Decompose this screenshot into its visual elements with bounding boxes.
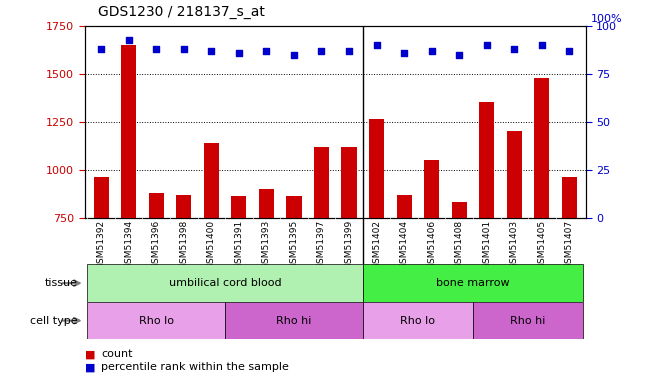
Text: GSM51407: GSM51407 bbox=[565, 220, 574, 269]
Bar bbox=[231, 196, 247, 217]
Point bbox=[426, 48, 437, 54]
Bar bbox=[479, 102, 494, 217]
Text: percentile rank within the sample: percentile rank within the sample bbox=[101, 363, 289, 372]
Text: GSM51391: GSM51391 bbox=[234, 220, 243, 269]
Point bbox=[234, 50, 244, 56]
Bar bbox=[342, 147, 357, 218]
Bar bbox=[314, 147, 329, 218]
Bar bbox=[204, 143, 219, 218]
Text: bone marrow: bone marrow bbox=[436, 278, 510, 288]
Text: ■: ■ bbox=[85, 350, 95, 359]
Point bbox=[96, 46, 106, 52]
Text: GSM51398: GSM51398 bbox=[179, 220, 188, 269]
Point bbox=[316, 48, 327, 54]
Point bbox=[344, 48, 354, 54]
Text: GSM51408: GSM51408 bbox=[454, 220, 464, 269]
Bar bbox=[259, 189, 274, 217]
Point bbox=[454, 52, 464, 58]
Bar bbox=[424, 160, 439, 218]
Point bbox=[509, 46, 519, 52]
Text: GSM51403: GSM51403 bbox=[510, 220, 519, 269]
Point bbox=[151, 46, 161, 52]
Text: ■: ■ bbox=[85, 363, 95, 372]
Text: GSM51397: GSM51397 bbox=[317, 220, 326, 269]
Text: count: count bbox=[101, 350, 132, 359]
Text: GSM51396: GSM51396 bbox=[152, 220, 161, 269]
Text: GSM51405: GSM51405 bbox=[537, 220, 546, 269]
Bar bbox=[176, 195, 191, 217]
Text: Rho lo: Rho lo bbox=[139, 316, 174, 326]
Bar bbox=[94, 177, 109, 218]
Text: GSM51406: GSM51406 bbox=[427, 220, 436, 269]
Bar bbox=[363, 264, 583, 302]
Text: Rho lo: Rho lo bbox=[400, 316, 436, 326]
Bar bbox=[396, 195, 411, 217]
Text: GSM51400: GSM51400 bbox=[207, 220, 216, 269]
Text: 100%: 100% bbox=[591, 14, 622, 24]
Bar bbox=[148, 193, 164, 217]
Bar bbox=[225, 302, 363, 339]
Point bbox=[261, 48, 271, 54]
Bar bbox=[121, 45, 136, 218]
Text: Rho hi: Rho hi bbox=[276, 316, 312, 326]
Point bbox=[399, 50, 409, 56]
Bar bbox=[286, 196, 301, 217]
Text: Rho hi: Rho hi bbox=[510, 316, 546, 326]
Bar bbox=[534, 78, 549, 218]
Bar bbox=[87, 302, 225, 339]
Point bbox=[536, 42, 547, 48]
Text: GSM51392: GSM51392 bbox=[96, 220, 105, 269]
Bar bbox=[87, 264, 363, 302]
Bar bbox=[473, 302, 583, 339]
Point bbox=[178, 46, 189, 52]
Point bbox=[482, 42, 492, 48]
Point bbox=[564, 48, 575, 54]
Point bbox=[371, 42, 381, 48]
Bar bbox=[369, 119, 384, 218]
Text: GSM51393: GSM51393 bbox=[262, 220, 271, 269]
Text: GSM51394: GSM51394 bbox=[124, 220, 133, 269]
Point bbox=[124, 37, 134, 43]
Point bbox=[206, 48, 217, 54]
Text: GSM51401: GSM51401 bbox=[482, 220, 492, 269]
Text: GSM51404: GSM51404 bbox=[400, 220, 409, 269]
Text: GSM51402: GSM51402 bbox=[372, 220, 381, 269]
Bar bbox=[562, 177, 577, 218]
Text: umbilical cord blood: umbilical cord blood bbox=[169, 278, 281, 288]
Point bbox=[289, 52, 299, 58]
Text: GDS1230 / 218137_s_at: GDS1230 / 218137_s_at bbox=[98, 5, 264, 19]
Bar bbox=[506, 132, 522, 218]
Text: GSM51399: GSM51399 bbox=[344, 220, 353, 269]
Bar bbox=[363, 302, 473, 339]
Text: GSM51395: GSM51395 bbox=[290, 220, 298, 269]
Text: cell type: cell type bbox=[31, 316, 78, 326]
Bar bbox=[452, 202, 467, 217]
Text: tissue: tissue bbox=[45, 278, 78, 288]
